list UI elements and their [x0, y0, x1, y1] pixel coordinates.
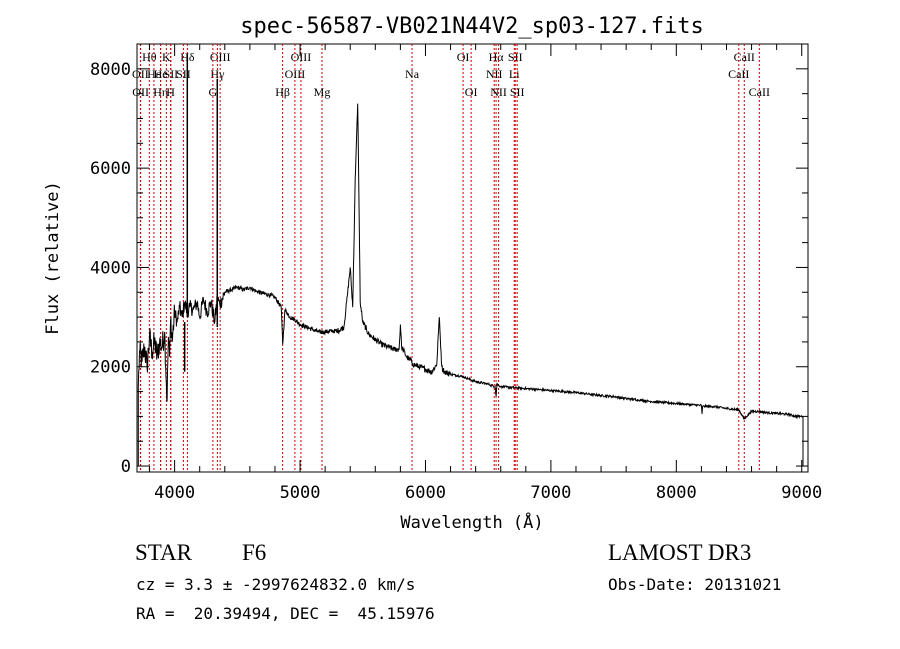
x-tick-label: 6000 — [405, 483, 446, 503]
x-tick-label: 9000 — [781, 483, 822, 503]
x-tick-label: 8000 — [656, 483, 697, 503]
line-marker-label: Li — [509, 67, 520, 81]
line-marker-label: Hε — [147, 67, 161, 81]
line-marker-label: Hβ — [275, 85, 290, 99]
plot-frame — [136, 43, 809, 473]
obs-date: Obs-Date: 20131021 — [608, 575, 782, 594]
line-marker-label: K — [162, 50, 171, 64]
x-axis-label: Wavelength (Å) — [400, 511, 543, 533]
line-marker-label: SII — [510, 85, 525, 99]
line-marker-label: Mg — [314, 85, 331, 99]
line-marker-label: OI — [457, 50, 470, 64]
line-marker-label: OIII — [285, 67, 306, 81]
y-tick-label: 6000 — [90, 159, 131, 179]
ra-dec-line: RA = 20.39494, DEC = 45.15976 — [136, 604, 435, 623]
emission-line-markers: HθOIIOIIHεHηKHeSIIHHδSIIOIIIHγGOIIIOIIIH… — [132, 44, 770, 472]
x-tick-label: 4000 — [154, 483, 195, 503]
line-marker-label: SII — [176, 67, 191, 81]
line-marker-label: OIII — [210, 50, 231, 64]
object-subclass: F6 — [242, 540, 267, 565]
chart-title: spec-56587-VB021N44V2_sp03-127.fits — [240, 14, 704, 39]
line-marker-label: H — [166, 85, 175, 99]
spectrum-line — [137, 103, 804, 466]
line-marker-label: G — [209, 85, 218, 99]
x-tick-label: 7000 — [530, 483, 571, 503]
line-marker-label: SII — [508, 50, 523, 64]
line-marker-label: CaII — [728, 67, 749, 81]
line-marker-label: Na — [405, 67, 420, 81]
object-class: STAR — [135, 540, 192, 565]
line-marker-label: Hθ — [142, 50, 157, 64]
line-marker-label: NII — [486, 67, 503, 81]
survey-name: LAMOST DR3 — [608, 540, 752, 565]
y-tick-label: 8000 — [90, 60, 131, 80]
line-marker-label: OI — [465, 85, 478, 99]
line-marker-label: Hα — [489, 50, 505, 64]
y-tick-label: 4000 — [90, 258, 131, 278]
y-tick-label: 0 — [121, 457, 131, 477]
line-marker-label: CaII — [749, 85, 770, 99]
y-tick-label: 2000 — [90, 358, 131, 378]
line-marker-label: He — [154, 67, 168, 81]
line-marker-label: NII — [490, 85, 507, 99]
x-tick-label: 5000 — [280, 483, 321, 503]
line-marker-label: Hγ — [210, 67, 225, 81]
line-marker-label: CaII — [734, 50, 755, 64]
redshift-line: cz = 3.3 ± -2997624832.0 km/s — [136, 575, 416, 594]
line-marker-label: OIII — [291, 50, 312, 64]
line-marker-label: OII — [132, 85, 149, 99]
axes: 4000 5000 6000 7000 8000 9000 0 2000 4000 6000 800… — [90, 43, 822, 503]
y-axis-label: Flux (relative) — [43, 181, 63, 335]
